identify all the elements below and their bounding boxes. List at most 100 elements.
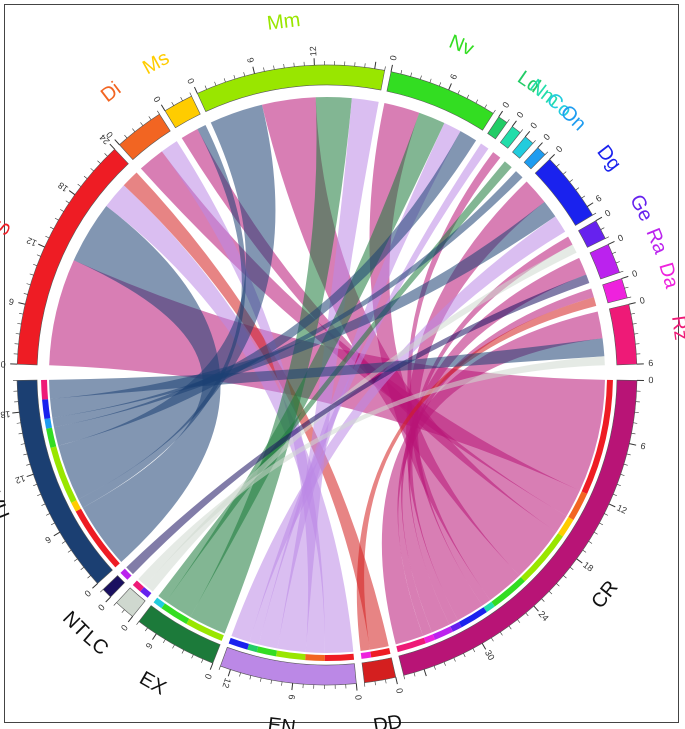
tick-label: 18 [56, 180, 70, 194]
tick [172, 644, 175, 649]
tick [628, 302, 636, 305]
tick-label: 0 [554, 144, 565, 155]
tick [533, 605, 539, 612]
tick [243, 72, 246, 77]
tick [80, 567, 85, 571]
tick [83, 175, 88, 179]
tick [481, 643, 487, 650]
tick-label: 6 [8, 296, 15, 307]
tick [19, 313, 24, 315]
inner-segment [324, 653, 355, 662]
tick [608, 503, 616, 508]
tick-label: 0 [152, 94, 163, 104]
tick [191, 654, 194, 659]
tick [384, 66, 386, 71]
tick [61, 541, 66, 544]
tick-label: 6 [144, 641, 155, 651]
tick [576, 558, 583, 564]
tick [400, 69, 403, 75]
tick [124, 134, 128, 139]
tick [54, 217, 59, 221]
sector-Ra [589, 244, 620, 280]
tick [29, 273, 34, 276]
tick [41, 503, 46, 506]
inner-segment [568, 491, 588, 521]
tick [109, 143, 116, 150]
sector-Ms [164, 95, 201, 129]
tick [410, 72, 412, 77]
tick [548, 591, 553, 595]
tick [233, 75, 236, 80]
tick [537, 142, 543, 149]
chord-Ra-CR [401, 257, 587, 633]
tick [569, 179, 573, 183]
inner-segment [558, 517, 574, 537]
tick [620, 474, 625, 476]
tick [140, 122, 144, 126]
tick [180, 97, 183, 101]
tick [15, 333, 20, 335]
tick [273, 65, 275, 70]
inner-segment [153, 597, 165, 609]
sector-Ge [578, 220, 606, 248]
group-label-Ra: Ra [642, 225, 672, 258]
tick [227, 669, 231, 677]
tick-label: 0 [82, 588, 92, 599]
tick [582, 549, 587, 553]
tick [148, 116, 152, 120]
tick [87, 575, 91, 579]
tick-label: 24 [98, 132, 112, 146]
tick [390, 64, 393, 72]
tick [525, 612, 529, 617]
group-label-Rz: Rz [667, 314, 685, 341]
chord-Dg-VU [50, 201, 556, 418]
tick [429, 78, 432, 83]
tick [395, 677, 398, 685]
sector-NT [102, 575, 126, 598]
chord-Rz-CR [381, 311, 603, 645]
sector-rings [16, 64, 638, 686]
chord-Co-EX [158, 161, 512, 602]
tick [463, 653, 466, 658]
tick-label: 6 [286, 694, 296, 700]
tick-label: 0 [104, 130, 115, 140]
group-label-Di: Di [97, 78, 125, 107]
tick-marks [10, 58, 644, 691]
group-label-VU: VU [0, 489, 13, 523]
sector-Co [512, 136, 534, 159]
group-label-S: S [0, 218, 16, 239]
tick-label: 18 [581, 560, 595, 574]
chord-Nm-CR [407, 152, 501, 606]
inner-segment [360, 651, 372, 659]
tick [374, 61, 377, 69]
tick [33, 263, 38, 266]
tick [556, 163, 560, 167]
chord-S-EN [106, 185, 354, 654]
tick [623, 463, 628, 466]
tick-label: 0 [648, 375, 653, 385]
tick [100, 589, 104, 593]
tick [586, 202, 594, 207]
inner-segment [186, 618, 224, 641]
sector-Da [602, 278, 628, 304]
tick [630, 313, 635, 315]
tick [97, 160, 101, 164]
group-label-CR: CR [587, 577, 622, 613]
chord-Nv-EN [258, 122, 461, 649]
tick [26, 473, 34, 478]
tick [26, 463, 31, 466]
tick [113, 602, 117, 606]
tick [629, 443, 637, 446]
tick [517, 619, 521, 623]
chord-links [49, 96, 605, 654]
tick [544, 151, 549, 155]
inner-color-ring [41, 379, 613, 662]
sector-DD [361, 657, 397, 684]
sector-Rz [608, 303, 638, 366]
chord-Mm-EX [190, 96, 352, 634]
inner-segment [520, 533, 563, 582]
tick [77, 183, 82, 187]
inner-segment [491, 577, 525, 607]
tick-label: 0 [203, 672, 214, 680]
sector-On [523, 147, 546, 170]
